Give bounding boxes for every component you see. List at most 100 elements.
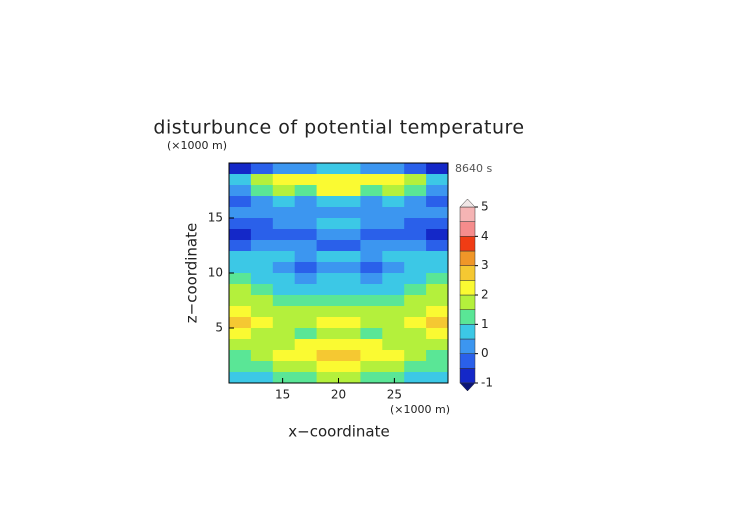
y-tick-label: 5 [215,321,223,335]
field-cell [360,174,383,186]
field-cell [294,174,318,186]
field-cell [404,284,427,296]
field-cell [404,273,427,285]
x-unit: (×1000 m) [390,403,450,416]
field-cell [229,284,252,296]
field-cell [338,317,361,329]
field-cell [404,174,427,186]
field-cell [294,284,318,296]
field-cell [294,207,318,219]
field-cell [338,273,361,285]
field-cell [272,295,296,307]
field-cell [316,317,339,329]
field-cell [229,251,252,263]
field-cell [294,185,318,197]
field-cell [404,350,427,362]
field-cell [294,163,318,175]
field-cell [316,163,339,175]
field-cell [316,295,339,307]
field-cell [294,317,318,329]
field-cell [294,361,318,373]
chart-title: disturbunce of potential temperature [153,117,524,139]
field-cell [382,306,405,318]
field-cell [382,251,405,263]
field-cell [338,361,361,373]
field-cell [382,196,405,208]
x-tick-label: 15 [275,388,290,402]
field-cell [316,361,339,373]
field-cell [338,207,361,219]
field-cell [360,350,383,362]
field-cell [382,218,405,230]
field-cell [382,207,405,219]
field-cell [250,350,274,362]
colorbar-band [459,294,476,310]
field-cell [404,163,427,175]
field-cell [404,196,427,208]
colorbar-band [459,265,476,281]
field-cell [316,196,339,208]
field-cell [360,207,383,219]
field-cell [426,229,449,241]
colorbar-band [459,353,476,369]
field-cell [272,174,296,186]
field-cell [250,207,274,219]
field-cell [360,185,383,197]
field-cell [338,229,361,241]
field-cell [294,372,318,384]
colorbar-band [459,324,476,340]
field-cell [338,306,361,318]
field-cell [316,251,339,263]
field-cell [250,295,274,307]
field-cell [404,339,427,351]
field-cell [229,262,252,274]
colorbar-tick-label: -1 [481,376,493,390]
field-cell [272,196,296,208]
field-cell [229,273,252,285]
colorbar-tick-label: 0 [481,346,489,360]
x-tick-label: 20 [331,388,346,402]
field-cell [338,185,361,197]
colorbar-tick-label: 5 [481,200,489,214]
field-cell [250,339,274,351]
field-cell [404,207,427,219]
field-cell [404,251,427,263]
field-cell [360,273,383,285]
field-cell [250,361,274,373]
field-cell [229,174,252,186]
field-cell [316,306,339,318]
field-cell [229,306,252,318]
field-cell [250,372,274,384]
field-cell [294,218,318,230]
field-cell [338,372,361,384]
field-cell [360,196,383,208]
field-cell [250,306,274,318]
field-cell [229,229,252,241]
colorbar-band [459,250,476,266]
field-cell [272,317,296,329]
field-cell [229,163,252,175]
field-cell [229,185,252,197]
field-cell [382,317,405,329]
field-cell [404,240,427,252]
field-cell [338,251,361,263]
field-cell [229,240,252,252]
field-cell [382,361,405,373]
field-cell [316,339,339,351]
field-cell [360,361,383,373]
colorbar-under [459,382,476,392]
field-cell [272,284,296,296]
field-cell [360,317,383,329]
field-cell [250,328,274,340]
field-cell [382,350,405,362]
field-cell [294,240,318,252]
field-cell [426,372,449,384]
field-cell [272,163,296,175]
field-cell [294,339,318,351]
field-cell [426,273,449,285]
field-cell [250,185,274,197]
field-cell [338,174,361,186]
field-cell [250,273,274,285]
x-tick-label: 25 [387,388,402,402]
